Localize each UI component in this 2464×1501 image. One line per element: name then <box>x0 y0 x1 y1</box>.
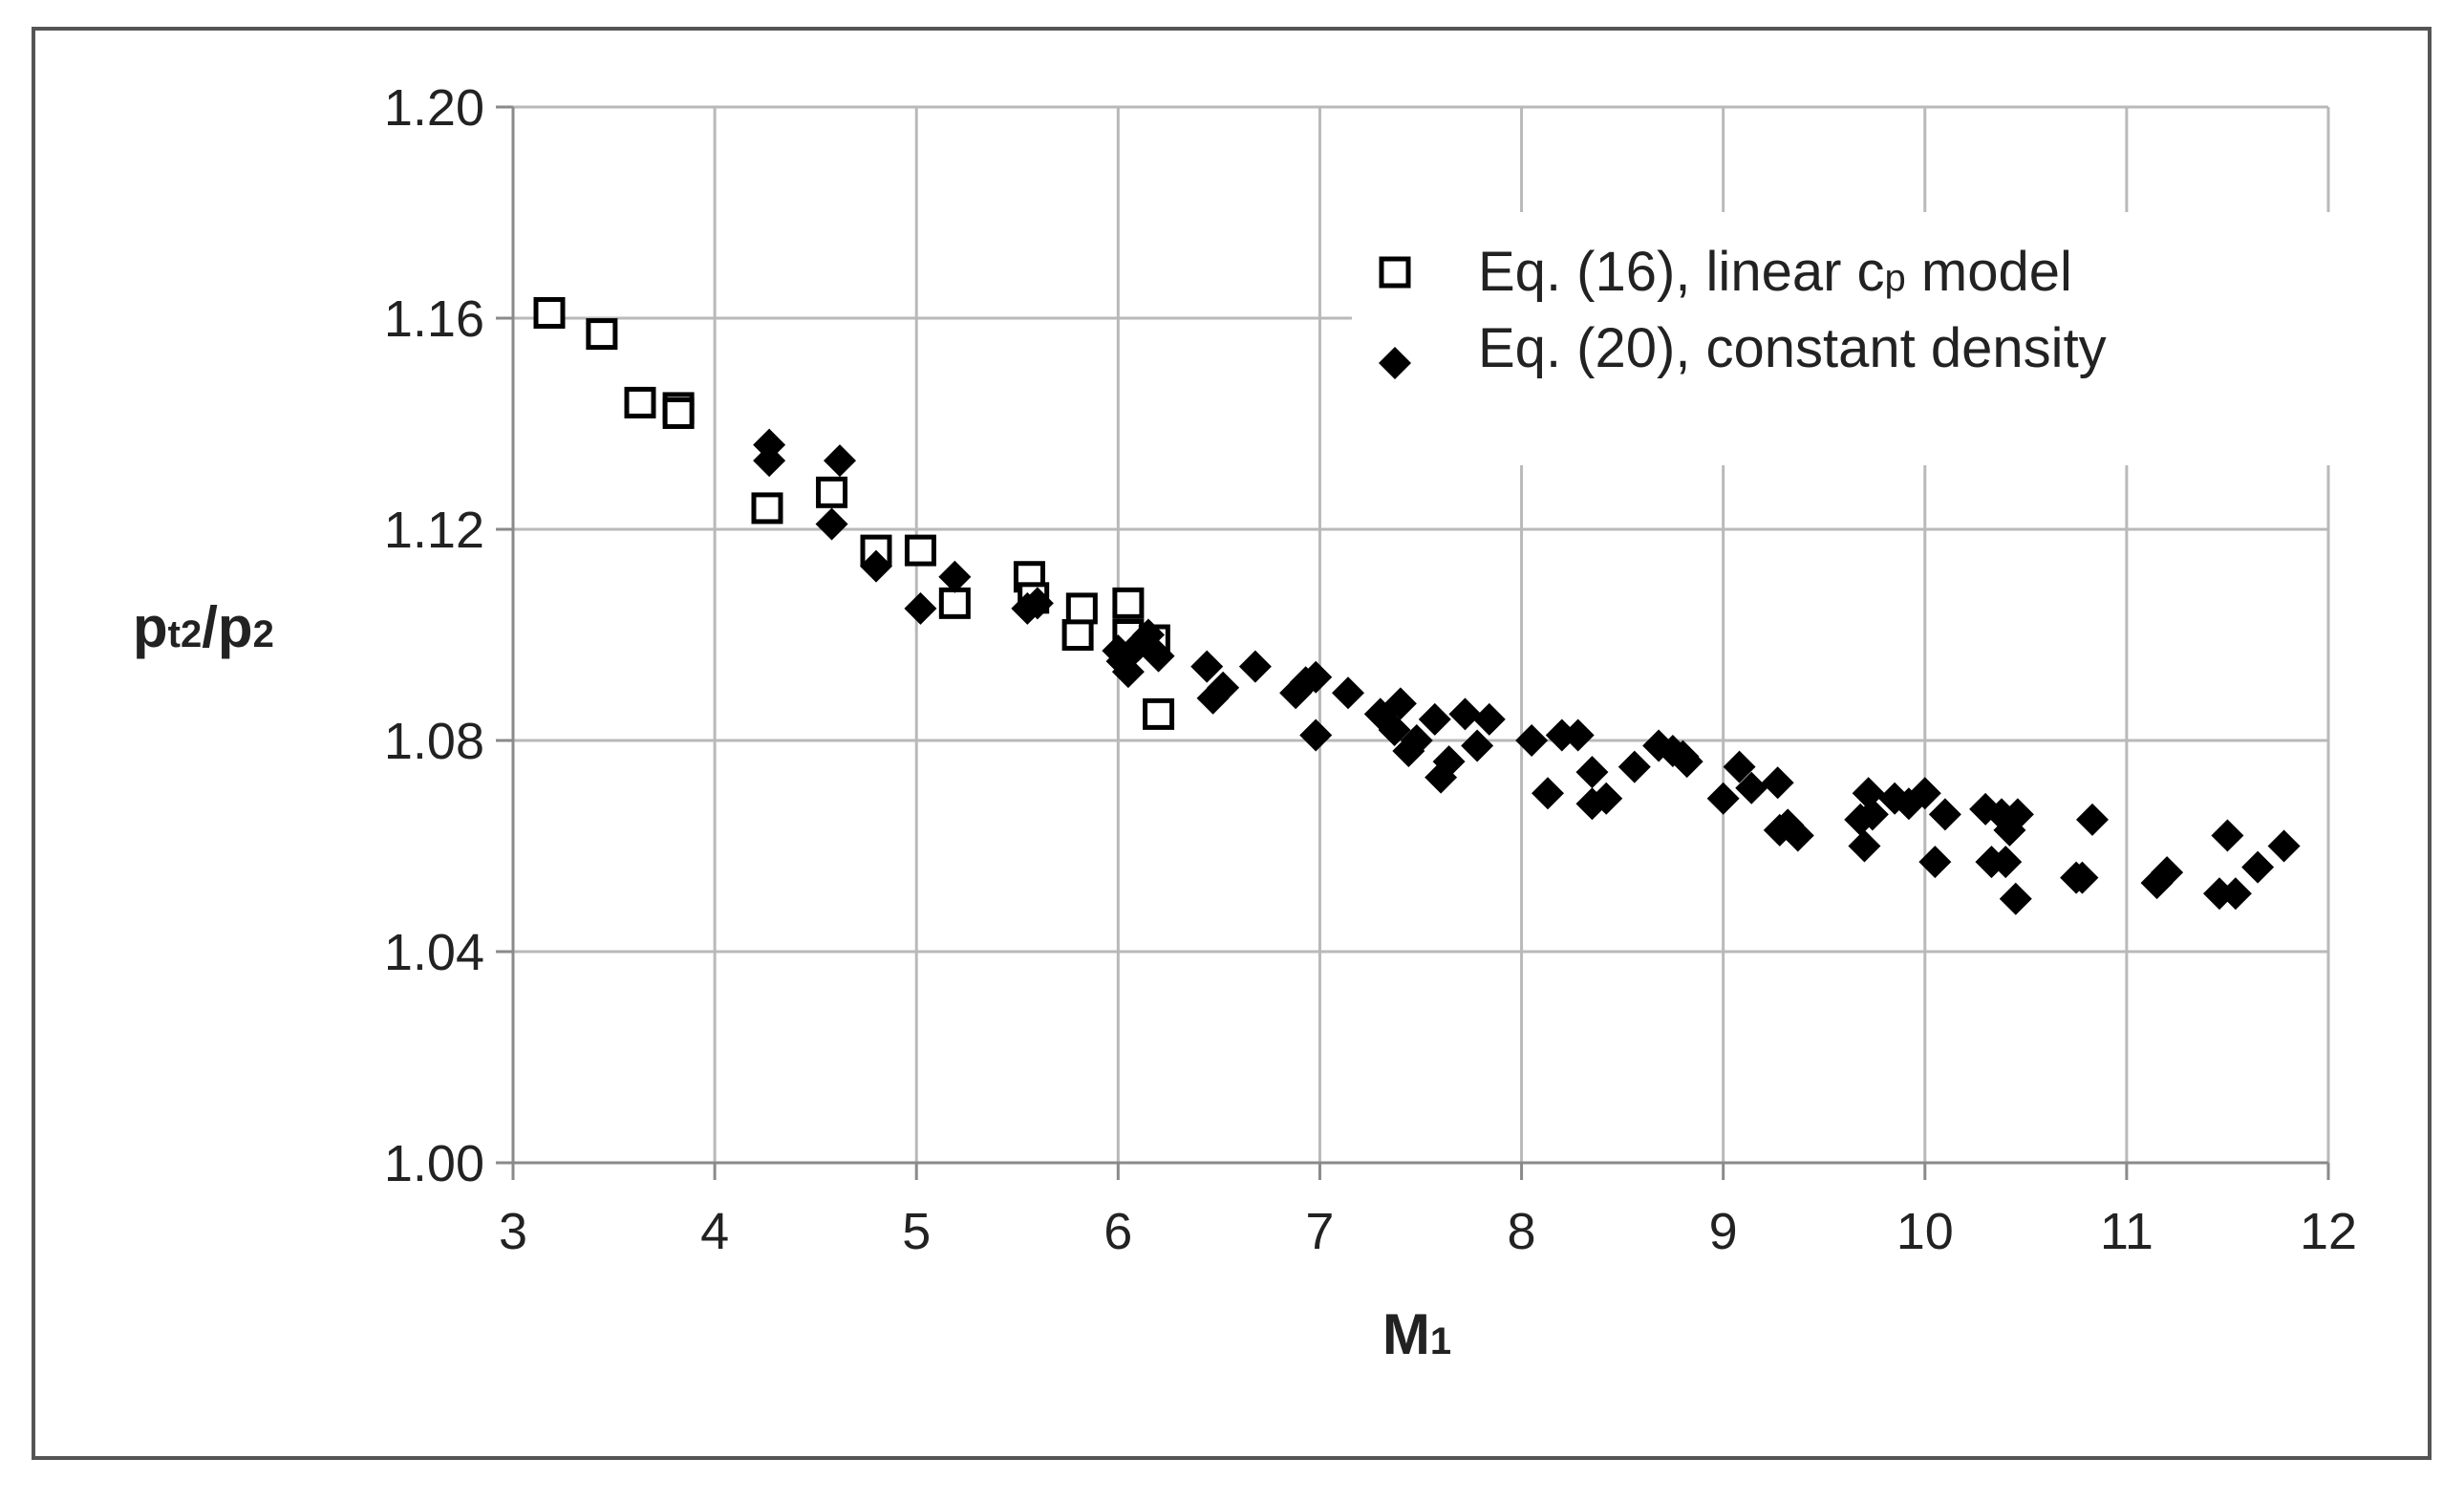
x-axis-title: M1 <box>1382 1302 1451 1366</box>
x-tick-label: 11 <box>2100 1203 2153 1260</box>
legend-marker-filled-diamond <box>1379 347 1411 379</box>
square-marker <box>624 386 656 418</box>
y-tick-label: 1.12 <box>384 502 484 559</box>
diamond-marker <box>1618 750 1651 783</box>
diamond-marker <box>1999 882 2032 915</box>
diamond-marker <box>2151 856 2184 890</box>
diamond-marker <box>824 444 856 478</box>
scatter-chart: 3 4 5 6 7 8 9 10 11 12 1.00 1.04 1.08 1.12 1.16 1.20 pt… <box>133 79 2379 1366</box>
diamond-marker <box>2066 861 2099 894</box>
x-tick-label: 6 <box>1103 1203 1132 1260</box>
diamond-marker <box>1989 846 2023 879</box>
diamond-marker <box>1472 702 1506 736</box>
diamond-marker <box>1561 718 1595 752</box>
y-tick-label: 1.00 <box>384 1135 484 1192</box>
x-tick-label: 12 <box>2300 1203 2357 1260</box>
diamond-marker <box>1848 829 1881 863</box>
diamond-marker <box>815 507 848 541</box>
diamond-marker <box>1918 846 1952 879</box>
diamond-marker <box>1190 650 1224 683</box>
square-marker <box>816 476 848 508</box>
diamond-marker <box>1670 745 1703 779</box>
legend: Eq. (16), linear cp model Eq. (20), cons… <box>1352 212 2379 465</box>
diamond-marker <box>904 591 937 625</box>
square-marker <box>1061 619 1094 651</box>
diamond-marker <box>1723 750 1756 783</box>
diamond-marker <box>1855 798 1889 831</box>
square-marker <box>662 397 695 429</box>
diamond-marker <box>1299 660 1333 694</box>
diamond-marker <box>2241 850 2275 884</box>
tick-labels: 3 4 5 6 7 8 9 10 11 12 1.00 1.04 1.08 1.12 1.16 1.20 <box>384 79 2357 1260</box>
square-marker <box>586 318 618 351</box>
square-marker <box>904 534 936 567</box>
diamond-marker <box>1515 724 1549 757</box>
diamond-marker <box>1111 655 1145 689</box>
x-tick-label: 3 <box>499 1203 527 1260</box>
x-tick-label: 10 <box>1896 1203 1954 1260</box>
diamond-marker <box>1378 713 1411 746</box>
square-marker <box>938 587 971 619</box>
diamond-marker <box>2218 877 2252 911</box>
square-marker <box>533 296 566 329</box>
diamond-marker <box>1448 697 1482 731</box>
diamond-marker <box>860 549 892 583</box>
diamond-marker <box>1761 766 1794 800</box>
square-marker <box>1143 697 1175 730</box>
diamond-marker <box>1400 724 1433 757</box>
diamond-marker <box>1461 729 1494 762</box>
square-marker <box>751 492 783 525</box>
x-tick-label: 5 <box>902 1203 931 1260</box>
diamond-marker <box>1706 782 1740 815</box>
diamond-marker <box>2211 819 2244 852</box>
data-marks <box>533 296 2301 915</box>
y-tick-label: 1.20 <box>384 79 484 137</box>
diamond-marker <box>1238 650 1272 683</box>
legend-marker-open-square <box>1379 256 1411 289</box>
diamond-marker <box>1908 777 1941 810</box>
diamond-marker <box>753 444 786 478</box>
y-tick-label: 1.16 <box>384 290 484 348</box>
diamond-marker <box>2267 829 2301 863</box>
square-marker <box>1065 592 1098 625</box>
legend-label-eq20: Eq. (20), constant density <box>1478 317 2107 379</box>
diamond-marker <box>1383 687 1417 720</box>
diamond-marker <box>1532 777 1564 810</box>
diamond-marker <box>1852 777 1885 810</box>
diamond-marker <box>1299 718 1333 752</box>
diamond-marker <box>1590 782 1623 815</box>
diamond-marker <box>938 560 972 593</box>
diamond-marker <box>1332 676 1364 710</box>
diamond-marker <box>1781 819 1814 852</box>
diamond-marker <box>1020 587 1054 620</box>
x-tick-label: 4 <box>700 1203 729 1260</box>
y-axis-title: pt2/p2 <box>133 595 274 659</box>
diamond-marker <box>1418 702 1451 736</box>
x-tick-label: 7 <box>1305 1203 1334 1260</box>
chart-frame: 3 4 5 6 7 8 9 10 11 12 1.00 1.04 1.08 1.12 1.16 1.20 pt… <box>32 27 2432 1460</box>
diamond-marker <box>1928 798 1961 831</box>
x-tick-label: 8 <box>1508 1203 1536 1260</box>
diamond-marker <box>2001 798 2034 831</box>
diamond-marker <box>1575 756 1609 789</box>
square-marker <box>1112 587 1145 619</box>
diamond-marker <box>1735 771 1768 804</box>
y-tick-label: 1.04 <box>384 924 484 981</box>
diamond-marker <box>2076 803 2109 836</box>
diamond-marker <box>1207 671 1240 704</box>
legend-background <box>1352 212 2379 465</box>
x-tick-label: 9 <box>1709 1203 1738 1260</box>
legend-label-eq16: Eq. (16), linear cp model <box>1478 241 2072 303</box>
y-tick-label: 1.08 <box>384 713 484 770</box>
diamond-marker <box>1142 639 1175 673</box>
diamond-marker <box>1432 745 1466 779</box>
